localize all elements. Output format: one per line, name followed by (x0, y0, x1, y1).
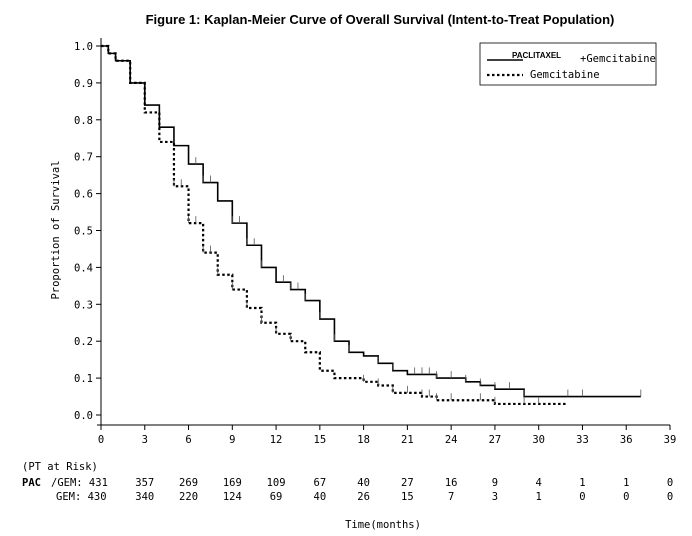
y-tick-label: 0.5 (74, 226, 93, 238)
risk-value: 7 (448, 491, 454, 503)
x-tick-label: 15 (314, 434, 327, 446)
risk-value: 1 (536, 491, 542, 503)
risk-value: 269 (179, 477, 198, 489)
y-tick-label: 0.9 (74, 78, 93, 90)
y-tick-label: 0.7 (74, 152, 93, 164)
gemcitabine-curve (101, 44, 568, 406)
legend-paclitaxel: PACLITAXEL (512, 51, 561, 60)
chart-title: Figure 1: Kaplan-Meier Curve of Overall … (146, 12, 615, 27)
x-tick-label: 9 (229, 434, 235, 446)
risk-value: 1 (623, 477, 629, 489)
x-tick-label: 18 (357, 434, 370, 446)
risk-value: 26 (357, 491, 370, 503)
risk-value: 9 (492, 477, 498, 489)
y-tick-label: 0.8 (74, 115, 93, 127)
paclitaxel-gemcitabine-curve (101, 45, 641, 398)
y-tick-label: 0.4 (74, 262, 93, 274)
risk-value: 220 (179, 491, 198, 503)
risk-row-label-2: GEM: 430 (56, 491, 107, 503)
axes: 0.00.10.20.30.40.50.60.70.80.91.00 3 6 9 12 1… (74, 38, 676, 446)
risk-value: 169 (223, 477, 242, 489)
risk-value: 340 (135, 491, 154, 503)
legend-series2-label: Gemcitabine (530, 69, 600, 81)
survival-curves (101, 44, 642, 406)
x-tick-label: 3 (142, 434, 148, 446)
y-tick-label: 0.2 (74, 336, 93, 348)
y-tick-label: 0.3 (74, 299, 93, 311)
y-tick-label: 0.6 (74, 189, 93, 201)
legend-box (479, 42, 657, 86)
x-axis-label: Time(months) (345, 519, 421, 531)
x-tick-label: 24 (445, 434, 458, 446)
risk-value: 109 (267, 477, 286, 489)
x-tick-label: 36 (620, 434, 633, 446)
y-tick-label: 0.0 (74, 410, 93, 422)
legend: PACLITAXEL +Gemcitabine Gemcitabine (479, 42, 657, 86)
risk-table: (PT at Risk) PAC /GEM: 431 GEM: 430 357 2… (22, 461, 673, 503)
y-axis-label: Proportion of Survival (50, 160, 62, 299)
x-tick-label: 6 (185, 434, 191, 446)
risk-value: 27 (401, 477, 414, 489)
risk-row-label-1: /GEM: 431 (51, 477, 108, 489)
risk-table-header: (PT at Risk) (22, 461, 98, 473)
x-tick-label: 30 (532, 434, 545, 446)
risk-value: 3 (492, 491, 498, 503)
x-tick-label: 33 (576, 434, 589, 446)
y-tick-label: 1.0 (74, 41, 93, 53)
risk-table-prefix: PAC (22, 477, 41, 489)
risk-value: 4 (536, 477, 542, 489)
risk-value: 0 (667, 491, 673, 503)
risk-value: 16 (445, 477, 458, 489)
risk-value: 0 (623, 491, 629, 503)
legend-series1-suffix: +Gemcitabine (580, 53, 656, 65)
risk-value: 40 (357, 477, 370, 489)
risk-value: 67 (314, 477, 327, 489)
risk-value: 0 (579, 491, 585, 503)
y-tick-label: 0.1 (74, 373, 93, 385)
risk-value: 40 (314, 491, 327, 503)
risk-value: 15 (401, 491, 414, 503)
x-tick-label: 12 (270, 434, 283, 446)
risk-value: 1 (579, 477, 585, 489)
x-tick-label: 21 (401, 434, 414, 446)
risk-value: 0 (667, 477, 673, 489)
risk-value: 69 (270, 491, 283, 503)
x-tick-label: 27 (489, 434, 502, 446)
risk-value: 124 (223, 491, 242, 503)
x-tick-label: 0 (98, 434, 104, 446)
x-tick-label: 39 (664, 434, 677, 446)
risk-value: 357 (135, 477, 154, 489)
